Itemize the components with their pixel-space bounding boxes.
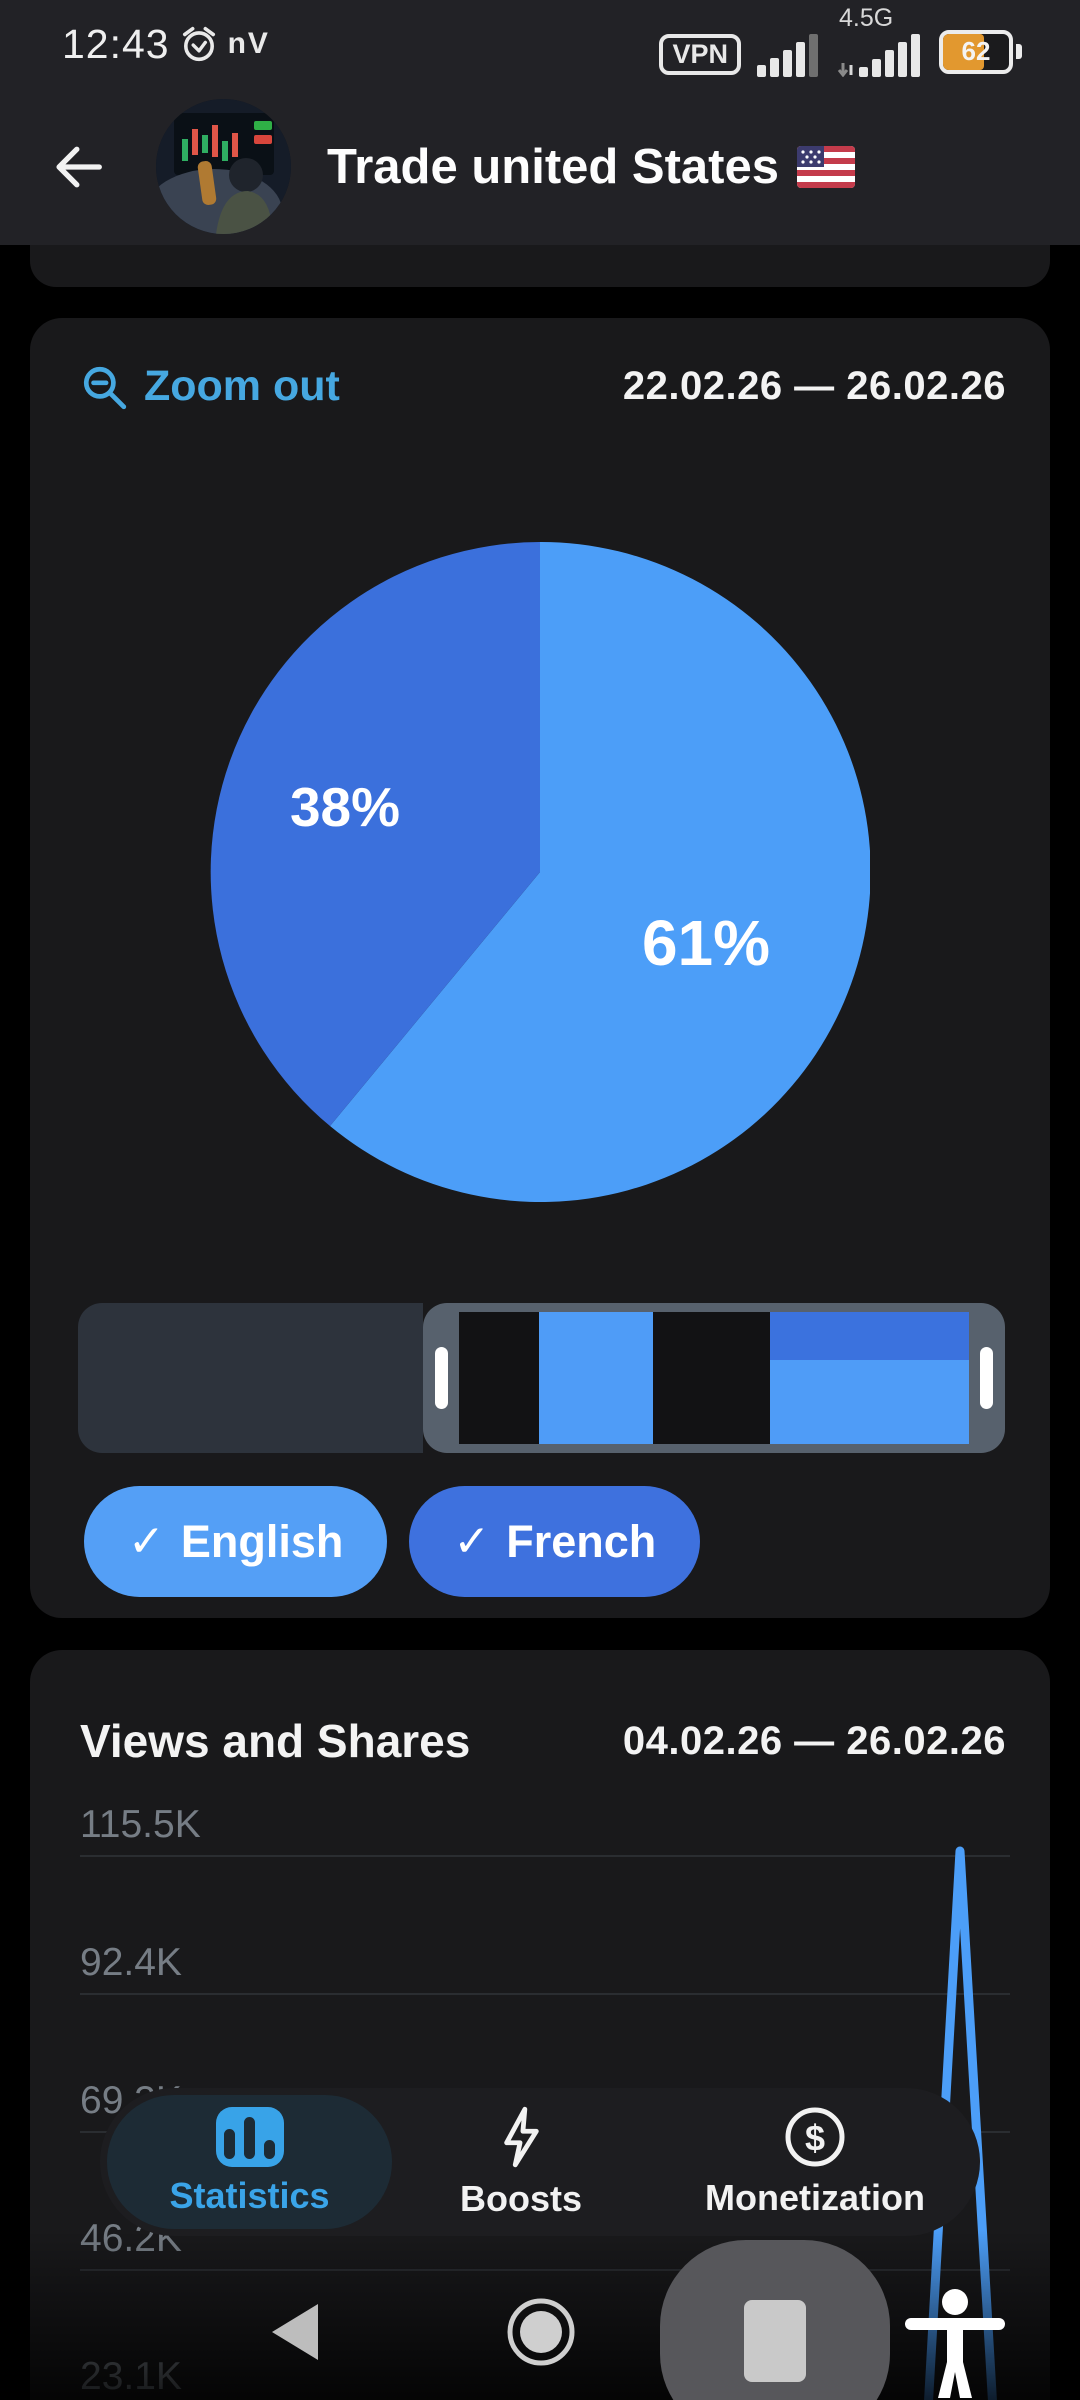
battery-icon: 62 [939,29,1022,74]
network-type-label: 4.5G [839,3,894,32]
pie-label-french: 38% [289,776,401,838]
chip-english[interactable]: ✓ English [84,1486,388,1597]
boosts-lightning-icon [504,2106,539,2168]
android-home-button[interactable] [507,2298,575,2366]
chip-french[interactable]: ✓ French [409,1486,701,1597]
tab-boosts-label: Boosts [459,2178,582,2219]
minimap-bar-1 [539,1312,653,1444]
slider-right-handle[interactable] [980,1347,993,1409]
status-bar: 12:43 nV VPN 4.5G [0,0,1080,88]
battery-percent: 62 [961,36,991,66]
tab-monetization[interactable]: $ Monetization [650,2088,980,2236]
data-arrows-icon [837,62,853,77]
slider-left-handle[interactable] [435,1347,448,1409]
tab-statistics-label: Statistics [169,2175,330,2216]
views-date-range: 04.02.26 — 26.02.26 [622,1718,1006,1763]
pie-slice-english[interactable] [330,541,871,1202]
app-header: Trade united States [0,88,1080,245]
top-chrome: 12:43 nV VPN 4.5G [0,0,1080,245]
views-card-title: Views and Shares [80,1715,471,1767]
monetization-dollar-icon: $ [785,2107,845,2167]
slider-selection-window[interactable] [423,1303,1005,1453]
avatar-image [156,99,291,234]
language-pie-chart[interactable] [210,541,871,1202]
pie-label-english: 61% [641,907,771,979]
zoom-out-icon [83,366,127,409]
battery-fill [943,33,984,70]
back-arrow-icon [56,146,102,187]
check-icon: ✓ [128,1517,165,1566]
chip-english-label: English [180,1515,344,1567]
notification-icons: nV [227,27,270,60]
bottom-navigation: Statistics Boosts $ Monetization [100,2088,980,2236]
tab-monetization-label: Monetization [705,2177,925,2218]
recents-button[interactable] [744,2300,806,2382]
tab-boosts[interactable]: Boosts [392,2088,650,2236]
gridline [80,1855,1010,1857]
languages-card: Zoom out 22.02.26 — 26.02.26 38% 61% [30,318,1050,1618]
zoom-out-button[interactable]: Zoom out [80,362,340,411]
slider-minimap [459,1312,969,1444]
chip-french-label: French [506,1515,657,1567]
minimap-stacked-bar [770,1312,969,1444]
us-flag-icon [797,145,856,188]
pie-date-range: 22.02.26 — 26.02.26 [622,364,1006,408]
gridline [80,1993,1010,1995]
vpn-icon: VPN [659,33,741,75]
channel-avatar[interactable] [156,99,291,234]
zoom-out-label: Zoom out [144,362,340,410]
android-nav-bar [0,2230,1080,2400]
android-back-button[interactable] [272,2304,318,2360]
alarm-icon [182,26,215,62]
svg-text:$: $ [805,2118,825,2159]
accessibility-button[interactable] [905,2289,1005,2398]
page-title: Trade united States [327,139,780,194]
pie-slice-french[interactable] [210,542,540,1126]
previous-card-fragment [30,245,1050,287]
timeline-range-slider[interactable] [78,1303,1005,1453]
y-tick-0: 115.5K [80,1803,201,1846]
check-icon: ✓ [453,1517,491,1566]
mobile-network-indicator: 4.5G [837,3,923,77]
statistics-icon [215,2107,284,2167]
clock: 12:43 [62,20,170,67]
slider-dimmed-region[interactable] [78,1303,423,1453]
back-button[interactable] [48,137,108,197]
signal-bars-icon [757,33,818,77]
tab-statistics[interactable]: Statistics [107,2095,392,2229]
signal-bars2-icon [859,33,920,77]
y-tick-1: 92.4K [80,1941,182,1984]
